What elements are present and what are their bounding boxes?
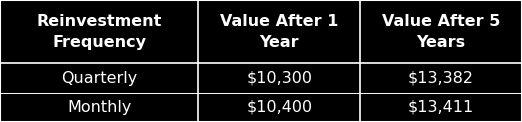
Text: $13,411: $13,411 <box>408 100 474 115</box>
Text: $10,400: $10,400 <box>246 100 312 115</box>
Text: Reinvestment
Frequency: Reinvestment Frequency <box>37 14 162 50</box>
Text: Quarterly: Quarterly <box>61 71 137 86</box>
Text: Value After 5
Years: Value After 5 Years <box>382 14 500 50</box>
Text: Monthly: Monthly <box>67 100 132 115</box>
Text: $10,300: $10,300 <box>246 71 312 86</box>
Text: Value After 1
Year: Value After 1 Year <box>220 14 338 50</box>
Text: $13,382: $13,382 <box>408 71 474 86</box>
